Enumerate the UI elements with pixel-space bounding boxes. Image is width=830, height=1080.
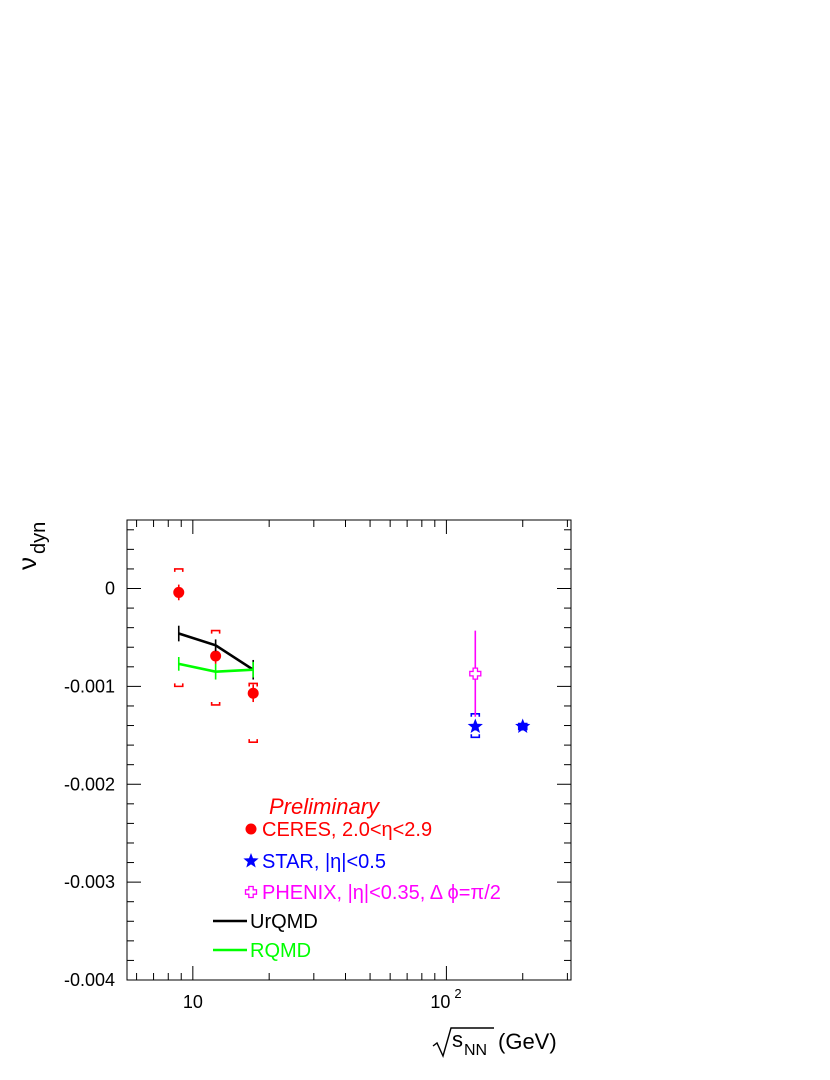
legend-label-ceres: CERES, 2.0<η<2.9 xyxy=(262,819,432,841)
legend-marker-ceres xyxy=(245,823,257,835)
series-ceres xyxy=(173,568,259,743)
x-axis-label: s NN (GeV) xyxy=(432,1027,557,1059)
x-axis-label-sub: NN xyxy=(464,1042,487,1059)
y-tick-label: -0.004 xyxy=(64,970,115,990)
star-point xyxy=(467,718,483,733)
annotation-preliminary: Preliminary xyxy=(269,794,381,819)
series-star xyxy=(467,712,531,739)
legend-item-rqmd: RQMD xyxy=(213,940,311,962)
ceres-point xyxy=(173,586,185,598)
ceres-sys-bracket xyxy=(173,683,184,688)
legend-item-phenix: PHENIX, |η|<0.35, Δ ϕ=π/2 xyxy=(244,882,501,904)
y-tick-label: -0.002 xyxy=(64,774,115,794)
y-tick-label: -0.003 xyxy=(64,872,115,892)
ceres-sys-bracket xyxy=(210,701,221,706)
y-axis-label: ν dyn xyxy=(12,522,50,570)
legend-marker-star xyxy=(243,853,259,868)
legend-label-phenix: PHENIX, |η|<0.35, Δ ϕ=π/2 xyxy=(262,882,501,904)
ceres-sys-bracket xyxy=(248,682,258,687)
series-phenix xyxy=(469,630,482,717)
legend-item-ceres: CERES, 2.0<η<2.9 xyxy=(245,819,432,841)
y-tick-label: 0 xyxy=(105,579,115,599)
x-axis-label-unit: (GeV) xyxy=(498,1029,557,1054)
ceres-point xyxy=(210,650,222,662)
radical-sign xyxy=(432,1027,494,1059)
legend-item-urqmd: UrQMD xyxy=(213,911,318,933)
x-tick-label: 10 xyxy=(430,992,450,1012)
legend-item-star: STAR, |η|<0.5 xyxy=(243,851,386,873)
star-point xyxy=(515,718,531,733)
ceres-sys-bracket xyxy=(248,739,258,743)
y-axis-label-main: ν xyxy=(12,557,42,570)
legend-label-star: STAR, |η|<0.5 xyxy=(262,851,386,873)
series-rqmd xyxy=(177,657,254,680)
ceres-sys-bracket xyxy=(210,629,221,634)
y-axis-label-sub: dyn xyxy=(28,522,50,554)
legend-label-urqmd: UrQMD xyxy=(250,911,318,933)
y-tick-label: -0.001 xyxy=(64,676,115,696)
ceres-sys-bracket xyxy=(173,568,184,572)
x-tick-exponent: 2 xyxy=(454,986,461,1001)
phenix-point xyxy=(469,667,482,680)
legend-label-rqmd: RQMD xyxy=(250,940,311,962)
ceres-point xyxy=(247,687,259,699)
legend-marker-phenix xyxy=(244,885,258,899)
x-axis-label-radical: s xyxy=(452,1027,463,1052)
plot-frame xyxy=(126,519,572,981)
x-tick-label: 10 xyxy=(183,992,203,1012)
star-sys-bracket xyxy=(470,734,481,739)
